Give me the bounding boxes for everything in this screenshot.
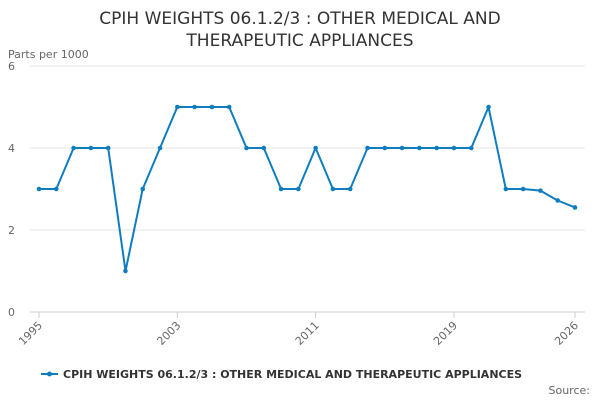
series-line bbox=[39, 106, 576, 272]
x-tick-label: 2026 bbox=[552, 319, 581, 348]
data-point[interactable] bbox=[53, 186, 59, 192]
data-point[interactable] bbox=[503, 186, 509, 192]
series-1 bbox=[36, 104, 578, 274]
y-tick-label: 6 bbox=[8, 60, 15, 73]
data-point[interactable] bbox=[330, 186, 336, 192]
y-tick-label: 2 bbox=[8, 224, 15, 237]
legend-label: CPIH WEIGHTS 06.1.2/3 : OTHER MEDICAL AN… bbox=[63, 368, 522, 381]
source-label: Source: bbox=[549, 384, 591, 397]
data-point[interactable] bbox=[572, 205, 578, 210]
data-point[interactable] bbox=[451, 145, 457, 151]
data-point[interactable] bbox=[555, 198, 561, 203]
x-tick-label: 1995 bbox=[16, 319, 45, 348]
data-point[interactable] bbox=[382, 145, 388, 151]
data-point[interactable] bbox=[434, 145, 439, 151]
data-point[interactable] bbox=[157, 145, 163, 151]
data-point[interactable] bbox=[140, 186, 146, 192]
legend[interactable]: CPIH WEIGHTS 06.1.2/3 : OTHER MEDICAL AN… bbox=[41, 368, 522, 381]
data-point[interactable] bbox=[226, 104, 232, 110]
y-tick-label: 0 bbox=[8, 306, 15, 319]
data-point[interactable] bbox=[261, 145, 267, 151]
chart-title-line-2: THERAPEUTIC APPLIANCES bbox=[185, 31, 413, 51]
x-tick-labels: 1995 2003 2011 2019 2026 bbox=[16, 312, 581, 348]
data-point[interactable] bbox=[520, 186, 526, 192]
x-tick-label: 2003 bbox=[154, 319, 183, 348]
data-point[interactable] bbox=[209, 104, 215, 110]
y-tick-labels: 0 2 4 6 bbox=[8, 60, 15, 319]
chart-title-line-1: CPIH WEIGHTS 06.1.2/3 : OTHER MEDICAL AN… bbox=[99, 9, 500, 29]
data-point[interactable] bbox=[399, 145, 405, 151]
legend-marker-icon bbox=[47, 371, 52, 377]
data-point[interactable] bbox=[88, 145, 94, 151]
data-point[interactable] bbox=[123, 268, 128, 274]
data-point[interactable] bbox=[417, 145, 422, 151]
y-axis-label: Parts per 1000 bbox=[8, 48, 89, 61]
x-tick-label: 2011 bbox=[293, 319, 322, 348]
data-point[interactable] bbox=[105, 145, 111, 151]
data-point[interactable] bbox=[313, 145, 318, 151]
y-tick-label: 4 bbox=[8, 142, 15, 155]
data-point[interactable] bbox=[278, 186, 284, 192]
data-point[interactable] bbox=[175, 104, 180, 110]
data-point[interactable] bbox=[296, 186, 301, 192]
data-point[interactable] bbox=[36, 186, 42, 192]
data-point[interactable] bbox=[347, 186, 353, 192]
data-point[interactable] bbox=[71, 145, 76, 151]
data-point[interactable] bbox=[192, 104, 197, 110]
data-point[interactable] bbox=[244, 145, 249, 151]
x-tick-label: 2019 bbox=[431, 319, 460, 348]
data-point[interactable] bbox=[365, 145, 370, 151]
data-point[interactable] bbox=[486, 104, 491, 110]
gridlines bbox=[30, 65, 585, 313]
data-point[interactable] bbox=[538, 188, 543, 193]
data-point[interactable] bbox=[468, 145, 474, 151]
